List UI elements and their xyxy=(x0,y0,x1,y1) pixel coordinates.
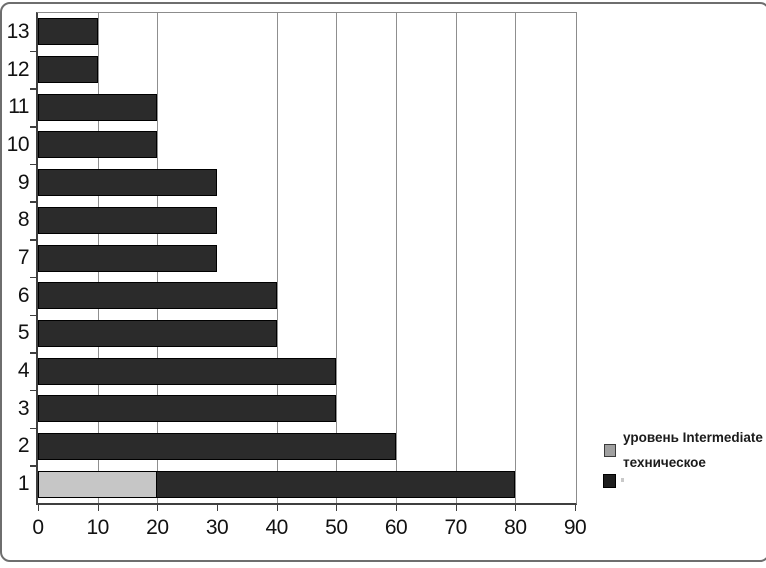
x-axis-tick-20 xyxy=(157,505,159,511)
plot-area xyxy=(36,12,577,505)
y-tick-label-12: 12 xyxy=(6,57,30,81)
y-axis-tick xyxy=(30,50,37,53)
x-tick-label-80: 80 xyxy=(504,516,527,539)
bar-8-segment-1 xyxy=(38,206,217,234)
bar-12-segment-1 xyxy=(38,56,98,84)
y-axis-tick xyxy=(30,352,37,354)
bar-1-segment-0 xyxy=(38,470,158,498)
gridline-70 xyxy=(455,13,457,503)
y-tick-label-9: 9 xyxy=(17,170,30,194)
bar-13-segment-1 xyxy=(38,18,98,46)
y-tick-label-10: 10 xyxy=(6,132,30,156)
y-axis-tick xyxy=(30,276,37,279)
y-tick-label-4: 4 xyxy=(17,359,30,383)
x-tick-label-90: 90 xyxy=(563,516,587,539)
bar-3-segment-1 xyxy=(38,395,337,423)
y-tick-label-8: 8 xyxy=(17,208,30,232)
bar-5-segment-1 xyxy=(38,319,277,347)
x-tick-label-0: 0 xyxy=(32,516,44,539)
bar-6-segment-1 xyxy=(38,282,277,310)
gridline-50 xyxy=(336,13,338,503)
gridline-80 xyxy=(515,13,517,503)
x-tick-label-10: 10 xyxy=(86,516,109,539)
x-axis-tick-60 xyxy=(396,505,397,511)
bar-11-segment-1 xyxy=(38,93,158,121)
y-axis-tick xyxy=(30,389,37,392)
x-tick-label-60: 60 xyxy=(384,516,408,539)
x-axis-tick-30 xyxy=(217,505,218,511)
y-axis-tick xyxy=(30,314,37,317)
y-tick-label-7: 7 xyxy=(17,246,30,269)
y-axis-tick xyxy=(30,163,37,166)
bar-7-segment-1 xyxy=(38,244,217,272)
y-tick-label-5: 5 xyxy=(17,321,30,345)
x-axis-tick-10 xyxy=(97,505,99,511)
y-tick-label-1: 1 xyxy=(17,472,30,496)
bar-4-segment-1 xyxy=(38,357,337,385)
x-axis-tick-70 xyxy=(455,505,457,511)
y-axis-tick xyxy=(30,239,37,241)
x-axis-tick-40 xyxy=(276,505,278,511)
y-tick-label-2: 2 xyxy=(17,434,30,458)
gridline-40 xyxy=(276,13,278,503)
legend-swatch-tekhnicheskoe xyxy=(603,474,616,488)
y-axis-tick xyxy=(30,88,37,90)
bar-9-segment-1 xyxy=(38,169,217,197)
x-axis-tick-80 xyxy=(515,505,517,511)
bar-2-segment-1 xyxy=(38,432,396,460)
legend-swatch-intermediate xyxy=(604,444,616,457)
y-tick-label-6: 6 xyxy=(17,283,30,307)
y-axis-tick xyxy=(30,465,37,467)
y-axis-tick xyxy=(30,201,37,203)
x-tick-label-70: 70 xyxy=(444,516,467,539)
y-axis-tick xyxy=(30,126,37,128)
y-tick-label-3: 3 xyxy=(17,396,30,420)
x-tick-label-50: 50 xyxy=(325,516,348,539)
legend-artifact-mark xyxy=(621,478,624,482)
x-axis-tick-90 xyxy=(575,505,576,511)
y-tick-label-11: 11 xyxy=(8,95,29,119)
legend-label-tekhnicheskoe: техническое xyxy=(623,455,706,470)
gridline-60 xyxy=(396,13,397,503)
x-tick-label-40: 40 xyxy=(265,516,288,539)
x-axis-tick-0 xyxy=(38,505,39,511)
y-tick-label-13: 13 xyxy=(6,19,30,43)
y-axis-tick xyxy=(30,427,37,430)
legend-label-intermediate: уровень Intermediate xyxy=(623,430,763,445)
bar-10-segment-1 xyxy=(38,131,158,159)
x-axis-tick-50 xyxy=(336,505,338,511)
x-tick-label-20: 20 xyxy=(146,516,169,539)
x-tick-label-30: 30 xyxy=(205,516,229,539)
bar-1-segment-1 xyxy=(155,470,516,498)
